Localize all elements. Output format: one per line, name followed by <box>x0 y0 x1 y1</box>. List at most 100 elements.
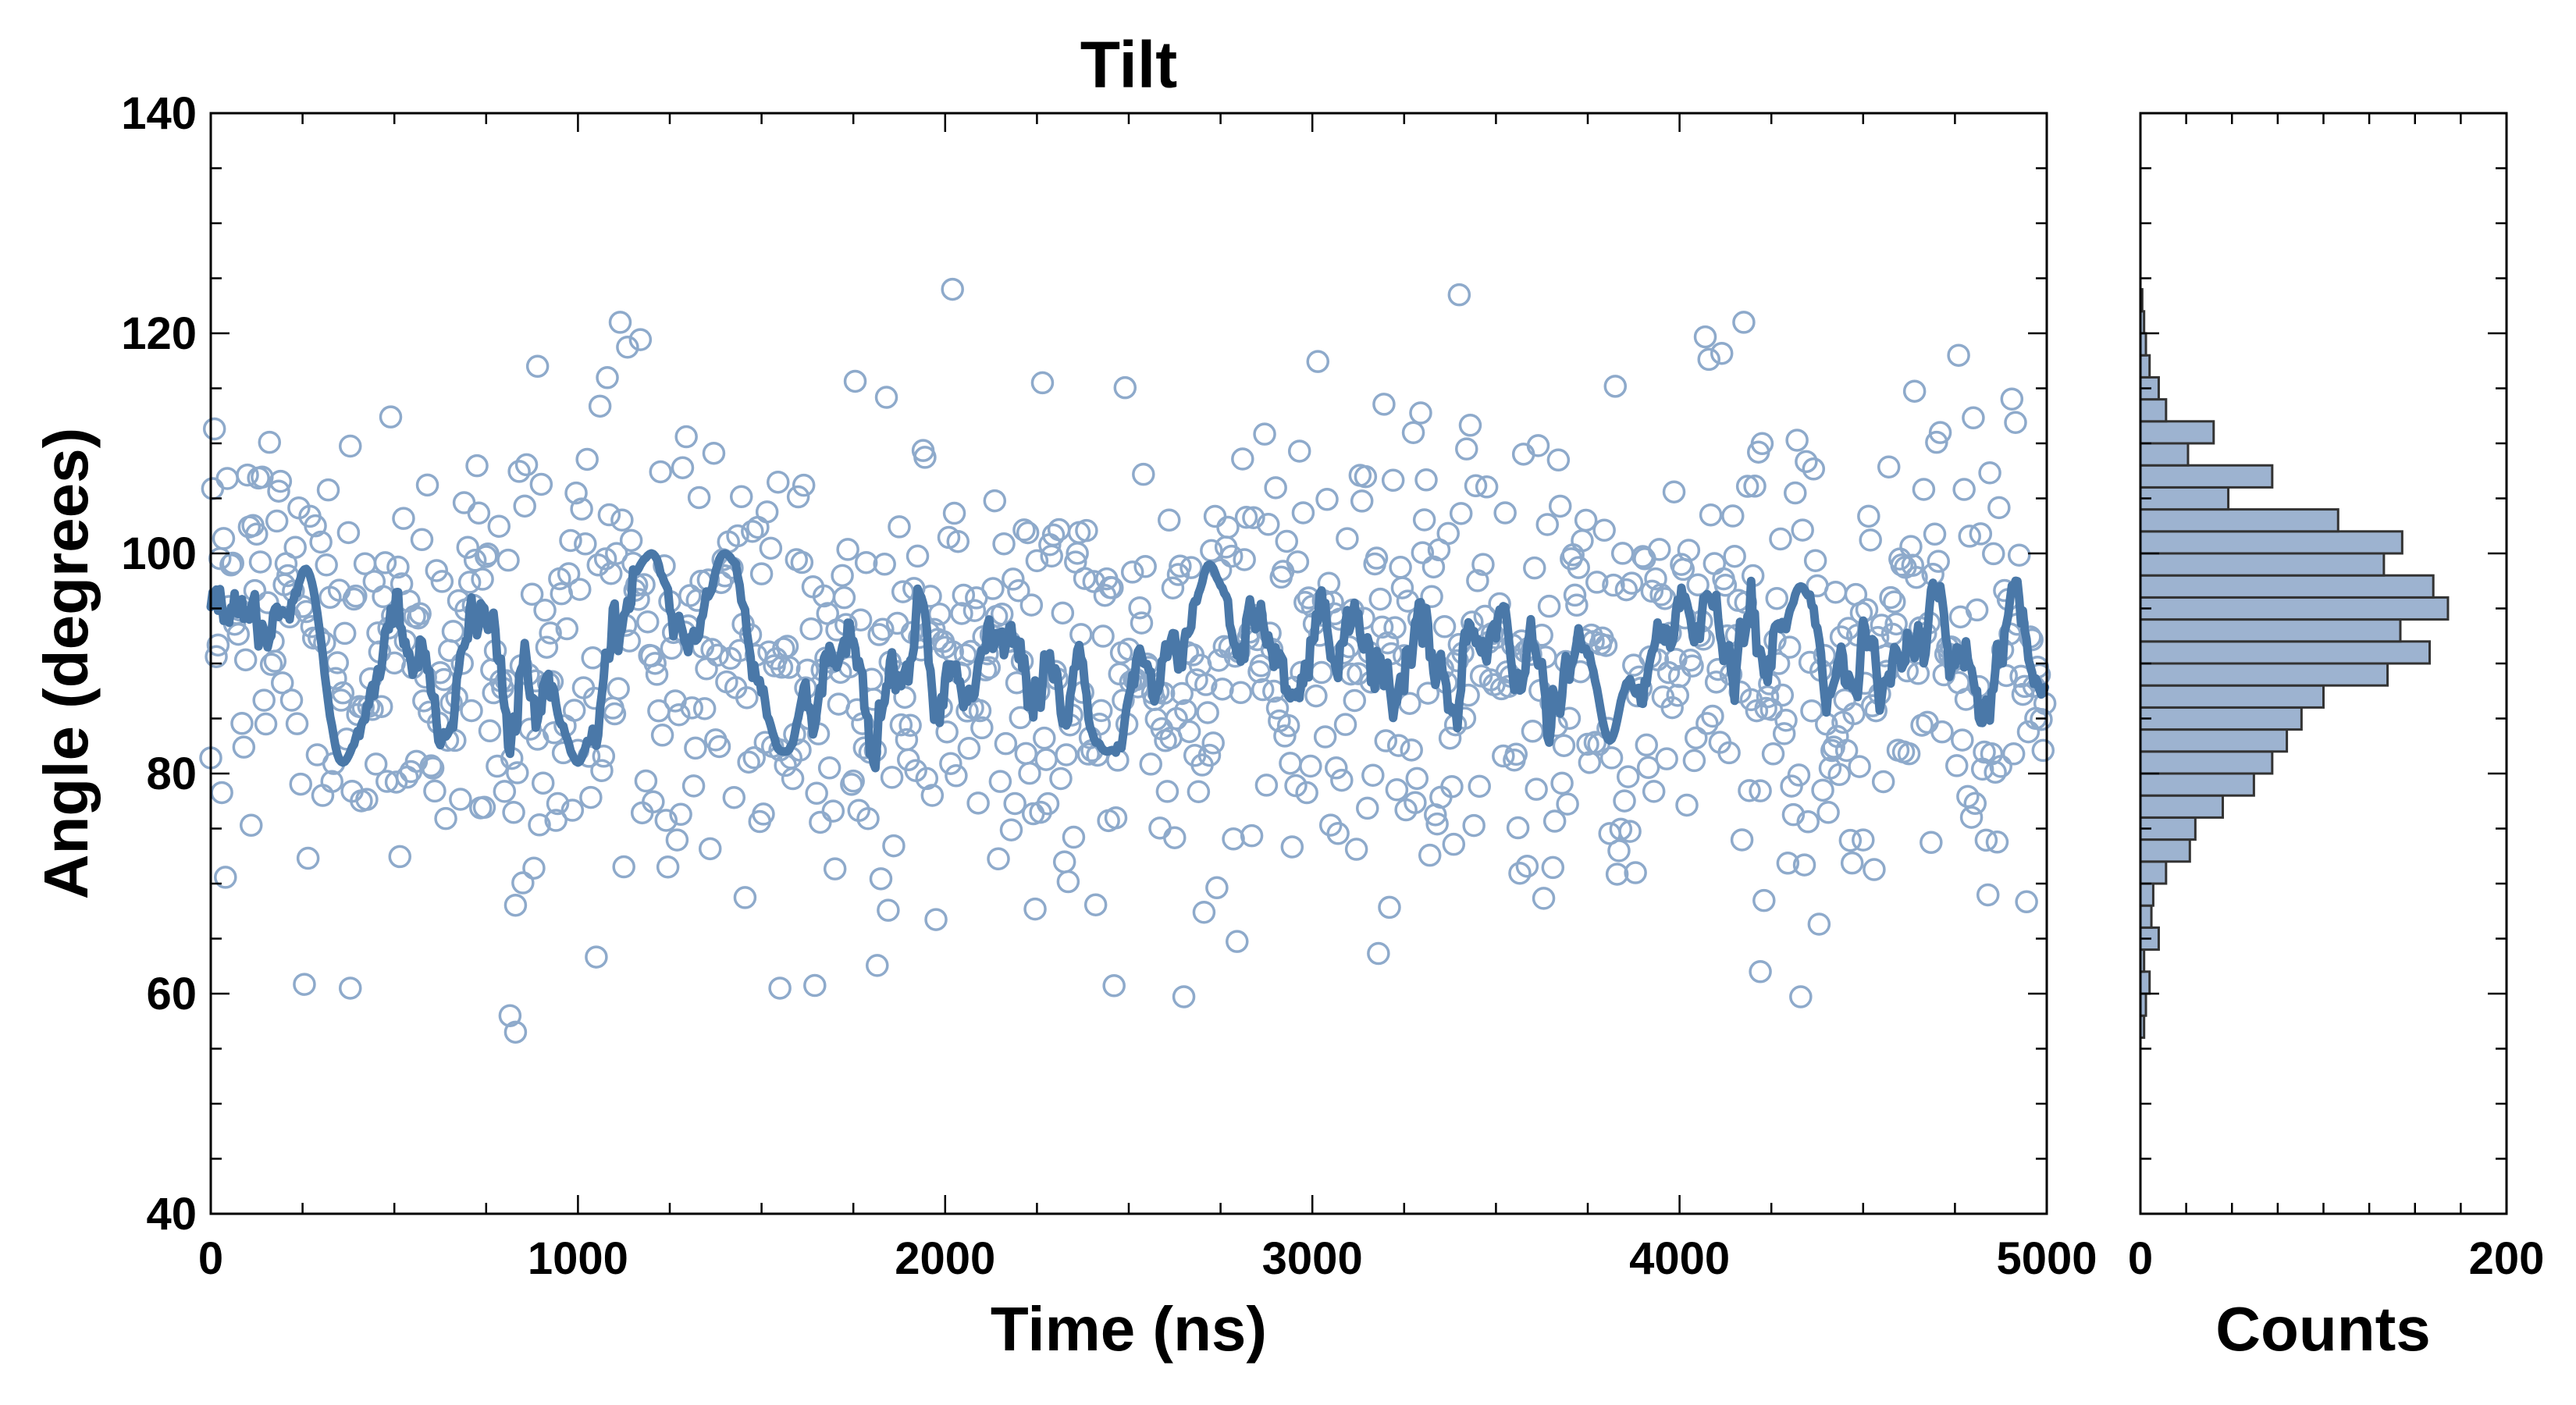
data-point <box>1014 742 1038 766</box>
data-point <box>836 538 859 561</box>
data-point <box>1656 660 1681 685</box>
data-point <box>1599 746 1624 770</box>
data-point <box>1089 699 1113 723</box>
data-point <box>1425 812 1449 836</box>
data-point <box>1389 556 1412 579</box>
data-point <box>344 584 368 608</box>
data-point <box>871 617 895 641</box>
data-point <box>1759 698 1783 721</box>
scatter-marks <box>199 277 2057 1044</box>
data-point <box>1982 542 2005 566</box>
data-point <box>1774 709 1798 732</box>
data-point <box>628 328 653 351</box>
data-point <box>1585 571 1609 594</box>
data-point <box>1609 817 1633 841</box>
data-point <box>1231 447 1254 471</box>
data-point <box>866 954 889 977</box>
data-point <box>434 806 457 831</box>
running-average-line <box>206 549 2050 773</box>
data-point <box>1523 556 1546 580</box>
data-point <box>1840 851 1864 875</box>
data-point <box>1624 861 1647 884</box>
data-point <box>1128 596 1151 620</box>
data-point <box>722 785 746 809</box>
data-point <box>1756 685 1780 709</box>
data-point <box>1642 780 1666 803</box>
data-point <box>1792 853 1816 877</box>
data-point <box>706 643 729 667</box>
data-point <box>496 548 520 572</box>
data-point <box>581 646 604 670</box>
data-point <box>263 649 287 673</box>
data-point <box>1291 501 1315 525</box>
data-point <box>1504 742 1528 767</box>
data-point <box>733 886 757 909</box>
histogram-bar <box>2139 772 2255 797</box>
data-point <box>1383 616 1407 639</box>
data-point <box>999 818 1023 841</box>
data-point <box>867 623 891 646</box>
data-point <box>700 638 724 661</box>
data-point <box>245 522 269 546</box>
data-point <box>511 871 535 895</box>
histogram-bars <box>2139 288 2450 1039</box>
data-point <box>493 780 517 803</box>
data-point <box>924 908 948 931</box>
data-point <box>799 617 823 641</box>
data-point <box>1541 855 1565 880</box>
data-point <box>1102 974 1126 998</box>
data-point <box>339 434 362 458</box>
data-point <box>236 463 259 487</box>
data-point <box>498 1004 522 1027</box>
data-point <box>1076 742 1101 766</box>
data-point <box>695 657 718 681</box>
data-point <box>550 582 573 606</box>
x-tick-label: 5000 <box>1996 1233 2097 1284</box>
data-point <box>1987 496 2011 520</box>
data-point <box>1203 504 1227 528</box>
data-point <box>1468 774 1491 799</box>
data-point <box>1458 414 1482 437</box>
data-point <box>630 801 654 825</box>
data-point <box>2001 742 2026 766</box>
data-point <box>1197 743 1222 767</box>
data-point <box>1409 401 1432 425</box>
data-point <box>950 602 973 625</box>
histogram-bar <box>2139 860 2168 885</box>
data-point <box>1385 777 1409 802</box>
data-point <box>1848 755 1871 778</box>
y-tick-label: 140 <box>121 88 197 139</box>
data-point <box>2016 720 2041 744</box>
data-point <box>1605 863 1629 886</box>
data-point <box>1834 738 1859 763</box>
data-point <box>1333 713 1357 736</box>
data-point <box>1542 809 1567 833</box>
data-point <box>1350 489 1374 513</box>
data-point <box>1420 585 1443 608</box>
data-point <box>1969 522 1993 546</box>
data-point <box>1361 763 1385 787</box>
data-point <box>612 855 635 879</box>
data-point <box>650 724 674 747</box>
data-point <box>1965 598 1989 622</box>
data-point <box>1822 735 1845 759</box>
data-point <box>1644 567 1667 591</box>
data-point <box>202 417 226 441</box>
data-point <box>821 799 845 823</box>
data-point <box>230 712 254 735</box>
data-point <box>415 473 439 497</box>
data-point <box>742 746 766 770</box>
data-point <box>1313 725 1337 749</box>
data-point <box>1738 779 1761 802</box>
data-point <box>1717 741 1741 765</box>
data-point <box>1710 341 1734 365</box>
data-point <box>304 514 327 538</box>
data-point <box>1925 430 1948 454</box>
data-point <box>1927 550 1950 573</box>
histogram-bar <box>2139 904 2153 929</box>
data-point <box>1233 548 1256 571</box>
histogram-bar <box>2139 706 2303 731</box>
histogram-bar <box>2139 794 2225 819</box>
histogram-bar <box>2139 486 2230 511</box>
